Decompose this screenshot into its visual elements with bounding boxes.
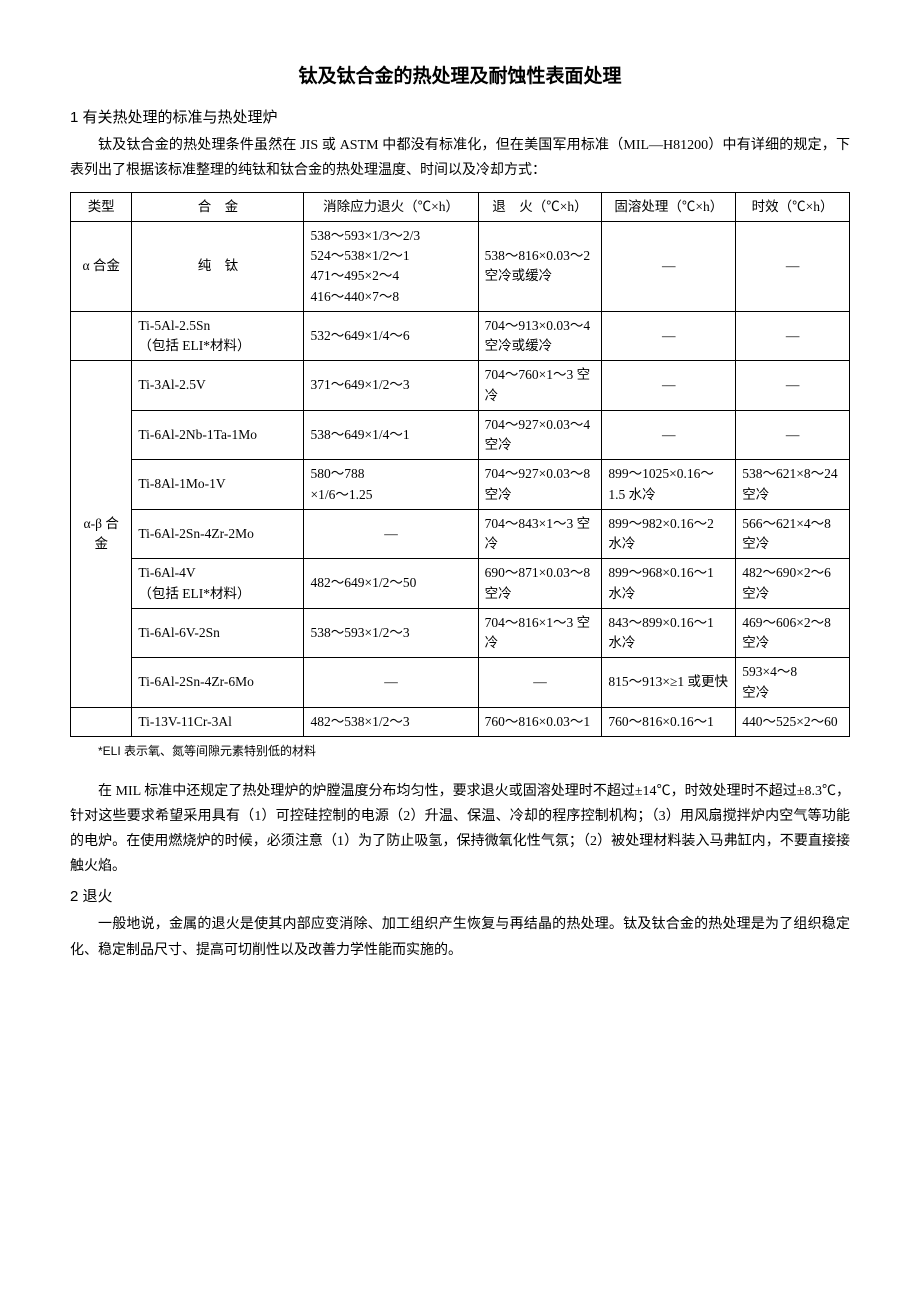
- paragraph-3: 一般地说，金属的退火是使其内部应变消除、加工组织产生恢复与再结晶的热处理。钛及钛…: [70, 912, 850, 962]
- cell-value: —: [304, 509, 478, 559]
- table-row: Ti-6Al-6V-2Sn538～593×1/2～3704～816×1～3 空冷…: [71, 608, 850, 658]
- cell-value: 815～913×≥1 或更快: [602, 658, 736, 708]
- cell-value: 538～593×1/3～2/3524～538×1/2～1471～495×2～44…: [304, 221, 478, 311]
- cell-value: 532～649×1/4～6: [304, 311, 478, 361]
- cell-value: —: [602, 410, 736, 460]
- cell-value: 704～843×1～3 空冷: [478, 509, 602, 559]
- cell-alloy: Ti-6Al-2Sn-4Zr-6Mo: [132, 658, 304, 708]
- col-header-type: 类型: [71, 192, 132, 221]
- cell-value: 593×4～8空冷: [736, 658, 850, 708]
- cell-value: —: [478, 658, 602, 708]
- cell-value: 843～899×0.16～1 水冷: [602, 608, 736, 658]
- cell-value: —: [304, 658, 478, 708]
- section-2-heading: 2 退火: [70, 883, 850, 910]
- cell-value: 704～927×0.03～4 空冷: [478, 410, 602, 460]
- cell-alloy: Ti-6Al-2Nb-1Ta-1Mo: [132, 410, 304, 460]
- cell-value: 538～593×1/2～3: [304, 608, 478, 658]
- cell-type: α 合金: [71, 221, 132, 311]
- cell-value: —: [736, 221, 850, 311]
- paragraph-1: 钛及钛合金的热处理条件虽然在 JIS 或 ASTM 中都没有标准化，但在美国军用…: [70, 133, 850, 183]
- col-header-anneal: 退 火（℃×h）: [478, 192, 602, 221]
- cell-value: 704～913×0.03～4空冷或缓冷: [478, 311, 602, 361]
- cell-value: 580～788×1/6～1.25: [304, 460, 478, 510]
- cell-value: 440～525×2～60: [736, 707, 850, 736]
- cell-value: 469～606×2～8 空冷: [736, 608, 850, 658]
- cell-value: 371～649×1/2～3: [304, 361, 478, 411]
- cell-value: 690～871×0.03～8 空冷: [478, 559, 602, 609]
- cell-value: 899～1025×0.16～1.5 水冷: [602, 460, 736, 510]
- col-header-stress-relief: 消除应力退火（℃×h）: [304, 192, 478, 221]
- cell-value: 760～816×0.03～1: [478, 707, 602, 736]
- cell-value: 566～621×4～8 空冷: [736, 509, 850, 559]
- cell-type: [71, 311, 132, 361]
- cell-alloy: Ti-5Al-2.5Sn（包括 ELI*材料）: [132, 311, 304, 361]
- cell-value: 704～760×1～3 空冷: [478, 361, 602, 411]
- cell-alloy: Ti-13V-11Cr-3Al: [132, 707, 304, 736]
- section-1-heading: 1 有关热处理的标准与热处理炉: [70, 104, 850, 131]
- table-row: Ti-13V-11Cr-3Al482～538×1/2～3760～816×0.03…: [71, 707, 850, 736]
- col-header-aging: 时效（℃×h）: [736, 192, 850, 221]
- heat-treatment-table: 类型 合 金 消除应力退火（℃×h） 退 火（℃×h） 固溶处理（℃×h） 时效…: [70, 192, 850, 738]
- cell-value: 538～649×1/4～1: [304, 410, 478, 460]
- table-row: Ti-6Al-4V（包括 ELI*材料）482～649×1/2～50690～87…: [71, 559, 850, 609]
- table-row: α 合金纯 钛538～593×1/3～2/3524～538×1/2～1471～4…: [71, 221, 850, 311]
- cell-value: —: [736, 361, 850, 411]
- table-row: Ti-8Al-1Mo-1V580～788×1/6～1.25704～927×0.0…: [71, 460, 850, 510]
- cell-value: —: [736, 410, 850, 460]
- table-row: Ti-6Al-2Sn-4Zr-6Mo——815～913×≥1 或更快593×4～…: [71, 658, 850, 708]
- cell-value: 538～621×8～24 空冷: [736, 460, 850, 510]
- table-footnote: *ELI 表示氧、氮等间隙元素特别低的材料: [98, 741, 850, 763]
- cell-alloy: Ti-6Al-4V（包括 ELI*材料）: [132, 559, 304, 609]
- table-row: Ti-6Al-2Nb-1Ta-1Mo538～649×1/4～1704～927×0…: [71, 410, 850, 460]
- cell-value: 704～927×0.03～8 空冷: [478, 460, 602, 510]
- cell-value: —: [602, 221, 736, 311]
- table-row: Ti-5Al-2.5Sn（包括 ELI*材料）532～649×1/4～6704～…: [71, 311, 850, 361]
- cell-type: α-β 合金: [71, 361, 132, 708]
- paragraph-2: 在 MIL 标准中还规定了热处理炉的炉膛温度分布均匀性，要求退火或固溶处理时不超…: [70, 779, 850, 880]
- cell-value: 538～816×0.03～2空冷或缓冷: [478, 221, 602, 311]
- cell-alloy: Ti-8Al-1Mo-1V: [132, 460, 304, 510]
- col-header-solution: 固溶处理（℃×h）: [602, 192, 736, 221]
- cell-alloy: Ti-3Al-2.5V: [132, 361, 304, 411]
- col-header-alloy: 合 金: [132, 192, 304, 221]
- cell-value: —: [602, 311, 736, 361]
- table-header-row: 类型 合 金 消除应力退火（℃×h） 退 火（℃×h） 固溶处理（℃×h） 时效…: [71, 192, 850, 221]
- cell-value: 482～538×1/2～3: [304, 707, 478, 736]
- cell-value: —: [736, 311, 850, 361]
- cell-value: 482～690×2～6 空冷: [736, 559, 850, 609]
- cell-value: 899～968×0.16～1 水冷: [602, 559, 736, 609]
- table-row: Ti-6Al-2Sn-4Zr-2Mo—704～843×1～3 空冷899～982…: [71, 509, 850, 559]
- cell-value: 899～982×0.16～2 水冷: [602, 509, 736, 559]
- cell-alloy: 纯 钛: [132, 221, 304, 311]
- cell-value: 482～649×1/2～50: [304, 559, 478, 609]
- table-row: α-β 合金Ti-3Al-2.5V371～649×1/2～3704～760×1～…: [71, 361, 850, 411]
- page-title: 钛及钛合金的热处理及耐蚀性表面处理: [70, 60, 850, 94]
- cell-value: 704～816×1～3 空冷: [478, 608, 602, 658]
- cell-value: 760～816×0.16～1: [602, 707, 736, 736]
- cell-type: [71, 707, 132, 736]
- cell-alloy: Ti-6Al-2Sn-4Zr-2Mo: [132, 509, 304, 559]
- cell-alloy: Ti-6Al-6V-2Sn: [132, 608, 304, 658]
- cell-value: —: [602, 361, 736, 411]
